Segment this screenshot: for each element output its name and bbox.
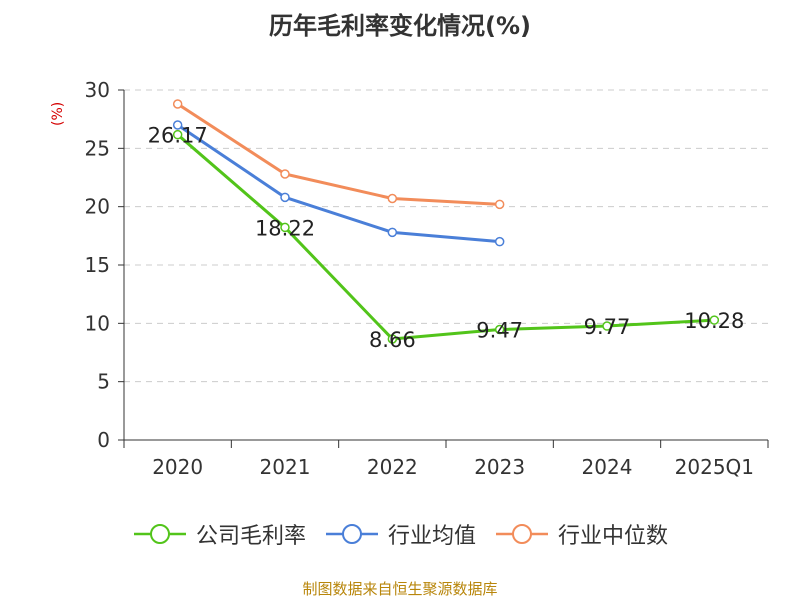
y-tick-label: 0 bbox=[97, 428, 110, 452]
y-tick-label: 10 bbox=[85, 311, 110, 335]
x-tick-label: 2024 bbox=[582, 455, 633, 479]
legend-label: 公司毛利率 bbox=[195, 524, 306, 549]
x-tick-label: 2022 bbox=[367, 455, 418, 479]
chart-title: 历年毛利率变化情况(%) bbox=[269, 12, 531, 40]
data-point bbox=[172, 120, 183, 130]
data-point bbox=[387, 227, 398, 238]
x-tick-label: 2025Q1 bbox=[675, 455, 754, 479]
legend-marker-icon bbox=[496, 524, 548, 544]
data-point bbox=[709, 315, 720, 325]
legend-item[interactable]: 公司毛利率 bbox=[132, 518, 306, 550]
data-source-note: 制图数据来自恒生聚源数据库 bbox=[302, 580, 498, 598]
data-point bbox=[494, 324, 505, 335]
legend-marker-icon bbox=[133, 524, 186, 544]
data-label: 8.66 bbox=[369, 328, 416, 352]
y-tick-label: 20 bbox=[85, 195, 110, 219]
data-point bbox=[387, 193, 398, 204]
data-point bbox=[494, 236, 505, 247]
x-tick-label: 2021 bbox=[260, 455, 311, 479]
data-point bbox=[280, 169, 290, 179]
legend-marker-icon bbox=[325, 524, 378, 544]
data-label: 10.28 bbox=[684, 309, 744, 333]
legend-item[interactable]: 行业均值 bbox=[324, 518, 476, 550]
data-point bbox=[280, 222, 290, 233]
data-point bbox=[172, 99, 183, 109]
series-line-1 bbox=[176, 123, 500, 244]
legend-label: 行业均值 bbox=[387, 524, 476, 549]
x-tick-label: 2023 bbox=[474, 455, 525, 479]
data-label: 26.17 bbox=[148, 124, 208, 148]
data-point bbox=[494, 199, 505, 210]
y-tick-label: 5 bbox=[97, 370, 110, 394]
y-tick-label: 25 bbox=[85, 136, 110, 160]
legend-label: 行业中位数 bbox=[558, 524, 669, 549]
data-point bbox=[602, 321, 612, 331]
legend-item[interactable]: 行业中位数 bbox=[494, 518, 668, 550]
data-point bbox=[387, 334, 398, 344]
data-label: 9.77 bbox=[584, 315, 631, 339]
y-tick-label: 30 bbox=[85, 78, 110, 102]
legend: 公司毛利率 行业均值 行业中位数 bbox=[0, 518, 800, 550]
data-point bbox=[280, 192, 290, 203]
x-tick-label: 2020 bbox=[152, 455, 203, 479]
series-line-2 bbox=[176, 102, 500, 206]
data-label: 9.47 bbox=[476, 319, 523, 343]
data-label: 18.22 bbox=[255, 216, 315, 240]
series-line-0 bbox=[176, 133, 715, 341]
y-tick-label: 15 bbox=[85, 253, 110, 277]
data-point bbox=[172, 129, 183, 140]
